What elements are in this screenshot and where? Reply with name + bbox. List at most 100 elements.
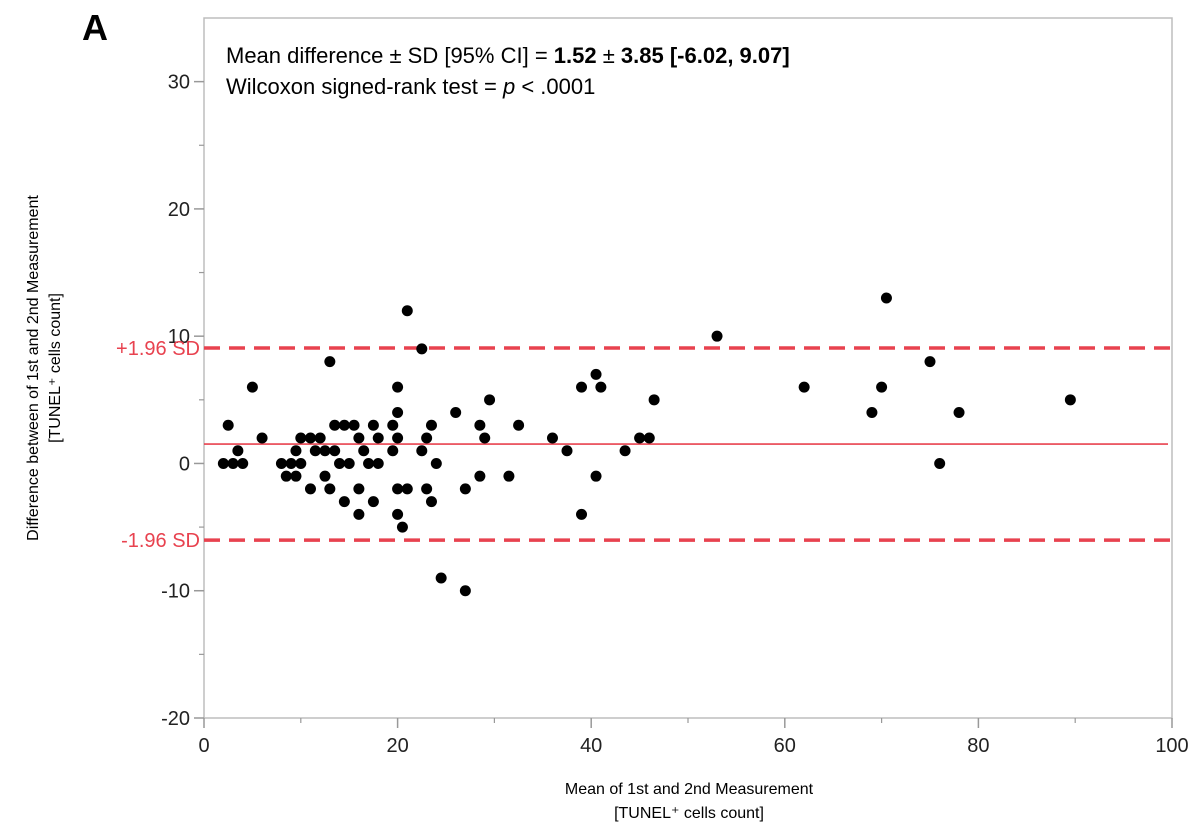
data-point [392,508,404,520]
data-point [338,419,350,431]
data-point [396,521,408,533]
data-point [275,457,287,469]
data-point [256,432,268,444]
x-tick-label: 80 [967,735,989,757]
y-tick-label: -10 [161,581,190,603]
data-point [643,432,655,444]
data-point [590,368,602,380]
data-point [798,381,810,393]
data-point [227,457,239,469]
data-point [319,445,331,457]
y-axis-title-line-2: [TUNEL⁺ cells count] [47,293,64,443]
y-tick-label: 10 [168,326,190,348]
x-tick-label: 20 [386,735,408,757]
data-point [329,419,341,431]
axes [203,17,1173,719]
panel-label: A [82,7,108,48]
data-point [430,457,442,469]
data-point [866,407,878,419]
data-point [934,457,946,469]
data-point [372,432,384,444]
data-points [217,292,1076,597]
data-point [319,470,331,482]
data-point [353,508,365,520]
data-point [590,470,602,482]
data-point [450,407,462,419]
y-tick-label: 30 [168,72,190,94]
data-point [576,381,588,393]
data-point [295,432,307,444]
data-point [285,457,297,469]
data-point [435,572,447,584]
data-point [392,483,404,495]
data-point [348,419,360,431]
x-tick-label: 60 [774,735,796,757]
data-point [421,432,433,444]
data-point [295,457,307,469]
data-point [459,585,471,597]
x-axis-title-line-2: [TUNEL⁺ cells count] [614,805,764,822]
data-point [401,483,413,495]
data-point [459,483,471,495]
y-tick-label: -20 [161,708,190,730]
data-point [503,470,515,482]
annotation-p-value: < .0001 [515,74,595,99]
data-point [648,394,660,406]
data-point [401,305,413,317]
data-point [634,432,646,444]
data-point [280,470,292,482]
data-point [232,445,244,457]
data-point [425,496,437,508]
data-point [392,432,404,444]
data-point [425,419,437,431]
lower-loa-label: -1.96 SD [121,530,200,552]
data-point [304,432,316,444]
data-point [338,496,350,508]
data-point [290,470,302,482]
data-point [217,457,229,469]
x-tick-label: 0 [198,735,209,757]
data-point [392,381,404,393]
data-point [329,445,341,457]
annotation-prefix: Mean difference ± SD [95% CI] = [226,43,554,68]
x-axis-ticks: 0 20 40 60 80 100 [198,718,1189,757]
data-point [595,381,607,393]
data-point [474,419,486,431]
x-tick-label: 100 [1155,735,1188,757]
data-point [358,445,370,457]
data-point [353,483,365,495]
x-axis-title-line-1: Mean of 1st and 2nd Measurement [565,781,814,798]
data-point [246,381,258,393]
data-point [222,419,234,431]
data-point [513,419,525,431]
y-tick-label: 0 [179,453,190,475]
data-point [561,445,573,457]
data-point [876,381,888,393]
y-tick-label: 20 [168,199,190,221]
data-point [484,394,496,406]
annotation-line-2: Wilcoxon signed-rank test = p < .0001 [226,74,595,99]
data-point [953,407,965,419]
data-point [421,483,433,495]
data-point [314,432,326,444]
data-point [392,407,404,419]
data-point [334,457,346,469]
data-point [479,432,491,444]
data-point [363,457,375,469]
data-point [711,330,723,342]
annotation-test-prefix: Wilcoxon signed-rank test = [226,74,503,99]
data-point [619,445,631,457]
data-point [343,457,355,469]
data-point [324,356,336,368]
annotation-mean: 1.52 [554,43,597,68]
data-point [237,457,249,469]
data-point [372,457,384,469]
annotation-sd-ci: 3.85 [-6.02, 9.07] [621,43,790,68]
upper-loa-label: +1.96 SD [116,338,200,360]
y-axis-title-line-1: Difference between of 1st and 2nd Measur… [25,195,42,541]
x-tick-label: 40 [580,735,602,757]
data-point [387,445,399,457]
data-point [546,432,558,444]
data-point [353,432,365,444]
data-point [367,496,379,508]
